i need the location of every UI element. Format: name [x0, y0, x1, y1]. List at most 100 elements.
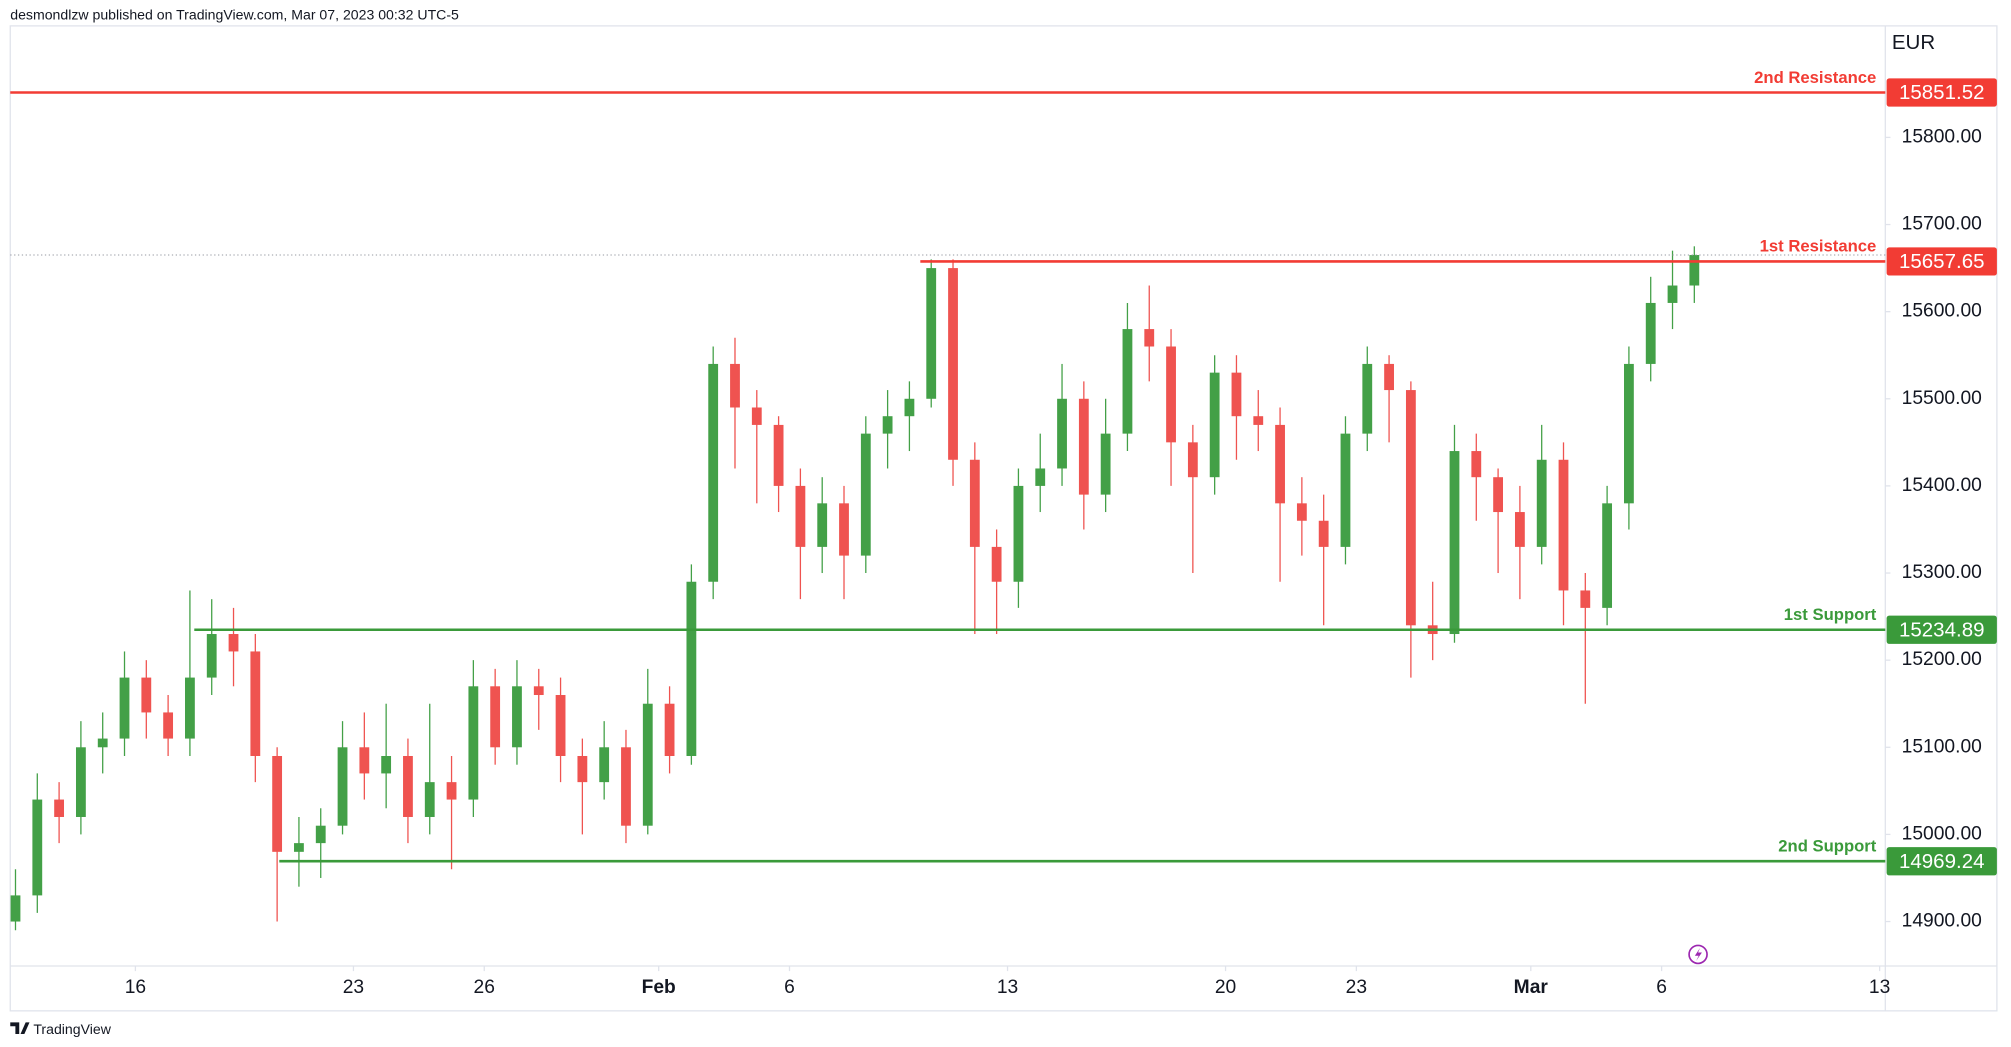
- candle-body: [860, 433, 871, 556]
- level-name: 1st Support: [1784, 605, 1877, 624]
- level-name: 1st Resistance: [1760, 237, 1877, 256]
- candle-body: [1296, 503, 1307, 521]
- candle-body: [10, 895, 21, 922]
- candle-body: [97, 738, 108, 748]
- candle-body: [1187, 442, 1198, 478]
- candle-body: [403, 755, 413, 817]
- candle-body: [1667, 285, 1678, 303]
- candle-body: [1493, 477, 1503, 513]
- candle-body: [446, 782, 457, 800]
- brand: TradingView: [33, 1021, 111, 1037]
- candle-body: [1558, 459, 1569, 591]
- candle-body: [206, 634, 217, 678]
- candle-body: [337, 747, 348, 826]
- candle-body: [1580, 590, 1591, 608]
- candle-body: [75, 747, 86, 817]
- candle-body: [359, 747, 370, 774]
- candle-body: [882, 416, 893, 434]
- candle-body: [1384, 363, 1394, 391]
- frame: [9, 25, 1998, 1012]
- candle-body: [1624, 363, 1634, 504]
- candle-body: [1144, 329, 1155, 347]
- candle-body: [599, 747, 610, 783]
- candle-body: [904, 398, 915, 417]
- candle-body: [817, 503, 828, 547]
- bolt-icon: [1688, 944, 1708, 965]
- candle-body: [1100, 433, 1111, 495]
- candle-body: [1057, 398, 1067, 469]
- candle-body: [664, 703, 675, 756]
- candle-body: [795, 485, 806, 547]
- candle-body: [119, 677, 130, 739]
- candle-body: [54, 799, 65, 817]
- candle-body: [294, 843, 304, 852]
- candle-body: [1035, 468, 1046, 486]
- x-tick-label: 16: [125, 977, 146, 998]
- level-badge: [1886, 615, 1997, 644]
- candle-body: [686, 581, 697, 756]
- y-tick-label: 15000.00: [1902, 823, 1982, 844]
- candle-body: [1231, 372, 1242, 417]
- x-tick-label: 26: [474, 977, 495, 998]
- candle-body: [315, 825, 326, 844]
- candle-body: [272, 755, 283, 852]
- currency: EUR: [1892, 31, 1935, 54]
- candle-body: [1471, 451, 1482, 478]
- candle-body: [948, 268, 958, 460]
- candle-body: [773, 424, 784, 486]
- level-badge: [1886, 247, 1997, 276]
- candle-body: [555, 695, 566, 756]
- level-badge: [1886, 78, 1997, 107]
- x-tick-label: Mar: [1514, 977, 1549, 998]
- level-name: 2nd Support: [1778, 837, 1877, 856]
- candle-body: [533, 686, 544, 696]
- level-price: 14969.24: [1899, 850, 1985, 873]
- y-tick-label: 15600.00: [1902, 301, 1982, 322]
- candle-body: [621, 747, 631, 826]
- level-price: 15657.65: [1899, 250, 1985, 273]
- y-tick-label: 15200.00: [1902, 649, 1982, 670]
- x-tick-label: 20: [1215, 977, 1236, 998]
- candle-body: [1340, 433, 1351, 547]
- brand-logo: TradingView: [10, 1021, 112, 1037]
- level-name: 2nd Resistance: [1754, 68, 1876, 87]
- candle-body: [642, 703, 653, 826]
- x-tick-label: 23: [343, 977, 364, 998]
- candle-body: [1318, 520, 1329, 547]
- x-tick-label: 23: [1346, 977, 1367, 998]
- candle-body: [512, 686, 522, 748]
- candle-body: [1166, 346, 1176, 443]
- level-badge: [1886, 847, 1997, 876]
- candle-body: [468, 686, 479, 800]
- candle-body: [1209, 372, 1220, 478]
- candle-body: [708, 363, 719, 582]
- candle-body: [490, 686, 501, 748]
- candle-body: [1689, 255, 1700, 286]
- candle-body: [926, 268, 937, 399]
- candle-body: [577, 755, 588, 783]
- candle-body: [1362, 363, 1373, 434]
- candle-body: [1645, 302, 1656, 364]
- candle-body: [185, 677, 195, 739]
- y-tick-label: 15700.00: [1902, 214, 1982, 235]
- x-tick-label: Feb: [642, 977, 676, 998]
- candle-body: [1449, 451, 1460, 635]
- y-tick-label: 15400.00: [1902, 475, 1982, 496]
- candle-body: [1536, 459, 1547, 547]
- candle-body: [839, 503, 849, 556]
- candle-body: [1122, 329, 1133, 434]
- candle-body: [163, 712, 174, 739]
- candle-body: [751, 407, 762, 425]
- candle-body: [1275, 424, 1285, 504]
- y-tick-label: 15800.00: [1902, 126, 1982, 147]
- candle-body: [250, 651, 261, 756]
- y-tick-label: 14900.00: [1902, 911, 1982, 932]
- candle-body: [1405, 390, 1416, 626]
- candle-body: [381, 755, 392, 774]
- candle-body: [991, 546, 1002, 582]
- x-tick-label: 13: [1869, 977, 1890, 998]
- header: desmondlzw published on TradingView.com,…: [10, 6, 459, 22]
- candle-body: [1253, 416, 1264, 425]
